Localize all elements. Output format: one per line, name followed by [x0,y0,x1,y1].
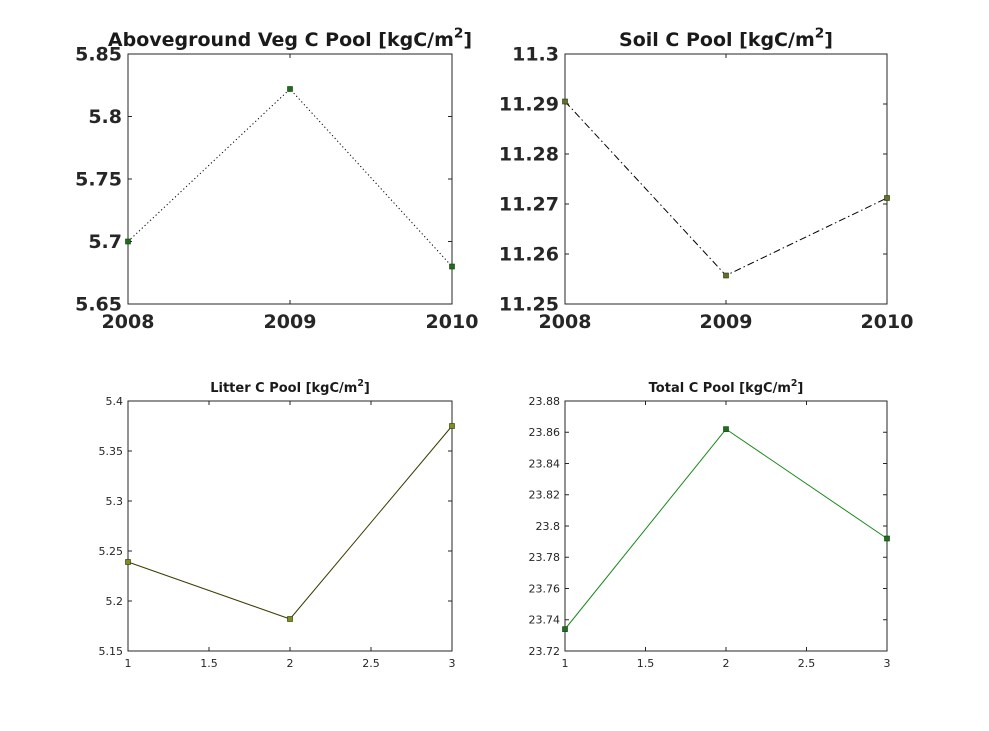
x-tick-label: 2.5 [362,657,380,670]
x-tick-label: 2 [287,657,294,670]
chart-title: Litter C Pool [kgC/m2] [210,378,370,396]
axes-box [564,400,888,652]
x-tick-label: 1.5 [200,657,218,670]
x-tick-label: 1 [125,657,132,670]
x-tick-label: 3 [449,657,456,670]
y-tick-label: 11.26 [499,244,559,266]
y-tick-label: 23.76 [529,582,561,595]
data-point [449,263,455,270]
subplot-1: 5.65 5.7 5.75 5.8 5.85 2008 2009 2010 Abovegroun… [75,25,478,333]
y-tick-label: 23.82 [529,489,561,502]
y-tick-label: 5.8 [88,106,122,128]
y-tick-label: 11.27 [499,194,559,216]
x-tick-label: 2009 [264,311,317,333]
x-tick-label: 2010 [426,311,479,333]
subplot-2: 11.25 11.26 11.27 11.28 11.29 11.3 2008 2009 201… [499,25,914,333]
x-tick-label: 2.5 [798,657,816,670]
x-tick-label: 3 [884,657,891,670]
data-point [723,426,729,432]
y-tick-label: 5.4 [106,395,124,408]
chart-title-end: ] [797,381,803,396]
x-tick-label: 1.5 [637,657,655,670]
y-tick-label: 5.2 [106,595,124,608]
y-tick-label: 5.75 [75,169,122,191]
chart-title-superscript: 2 [454,25,464,41]
series-line [564,428,888,630]
chart-title: Aboveground Veg C Pool [kgC/m2] [108,25,472,51]
data-point [125,238,131,245]
y-tick-label: 11.29 [499,94,559,116]
x-tick-label: 2008 [102,311,155,333]
subplot-4: 23.72 23.74 23.76 23.78 23.8 23.82 23.84 23.86 2… [529,378,891,670]
series-line [127,88,453,267]
y-tick-label: 23.8 [536,520,561,533]
y-tick-label: 5.35 [99,445,124,458]
y-tick-label: 5.65 [75,294,122,316]
x-tick-label: 2 [723,657,730,670]
y-tick-label: 5.85 [75,44,122,66]
y-tick-label: 23.72 [529,645,561,658]
y-tick-label: 23.74 [529,614,561,627]
y-tick-label: 5.25 [99,545,124,558]
y-tick-label: 11.3 [512,44,559,66]
data-point [884,195,890,201]
series-line [564,101,888,277]
y-tick-label: 23.78 [529,551,561,564]
chart-title-text: Litter C Pool [kgC/m [210,381,357,396]
y-tick-label: 23.86 [529,426,561,439]
y-tick-label: 5.3 [106,495,124,508]
chart-title-text: Total C Pool [kgC/m [649,381,791,396]
axes-box [564,53,888,305]
data-point [723,272,729,279]
chart-title: Total C Pool [kgC/m2] [649,378,804,396]
chart-title-text: Aboveground Veg C Pool [kgC/m [108,29,454,51]
x-tick-label: 1 [562,657,569,670]
chart-title-superscript: 2 [791,378,798,389]
y-tick-label: 23.84 [529,457,561,470]
data-point [562,98,568,105]
y-tick-label: 11.28 [499,144,559,166]
data-point [884,535,890,542]
chart-title-end: ] [824,29,833,51]
data-point [287,616,293,622]
y-tick-label: 23.88 [529,395,561,408]
chart-title-superscript: 2 [357,378,364,389]
series-line [127,425,453,620]
y-tick-label: 11.25 [499,294,559,316]
chart-title-text: Soil C Pool [kgC/m [619,29,815,51]
chart-title: Soil C Pool [kgC/m2] [619,25,833,51]
y-tick-label: 5.15 [99,645,124,658]
axes-box [127,400,453,652]
data-point [287,86,293,92]
chart-title-end: ] [364,381,370,396]
chart-title-end: ] [463,29,472,51]
y-tick-label: 5.7 [88,231,122,253]
subplot-3: 5.15 5.2 5.25 5.3 5.35 5.4 1 1.5 2 2.5 3 Litter C P… [99,378,456,670]
data-point [562,626,568,632]
data-point [449,423,455,429]
data-point [125,559,131,565]
x-tick-label: 2010 [861,311,914,333]
x-tick-label: 2009 [700,311,753,333]
x-tick-label: 2008 [539,311,592,333]
chart-title-superscript: 2 [815,25,825,41]
